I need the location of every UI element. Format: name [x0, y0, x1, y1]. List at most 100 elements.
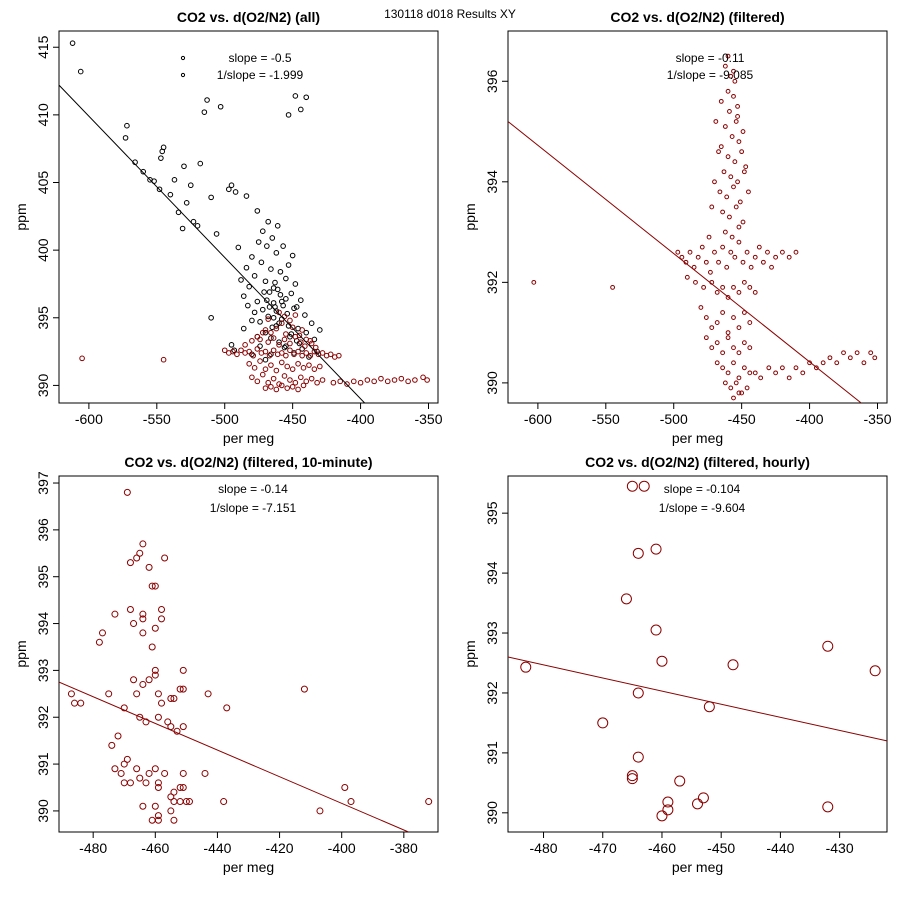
x-tick-label: -460 — [141, 840, 169, 856]
data-points — [69, 40, 430, 393]
data-point — [77, 68, 84, 75]
data-point — [597, 717, 609, 729]
data-point — [126, 606, 134, 613]
data-point — [151, 671, 159, 679]
data-point — [98, 629, 106, 637]
data-point — [283, 352, 289, 359]
data-point — [292, 312, 299, 318]
data-point — [706, 234, 712, 240]
data-point — [720, 209, 726, 215]
data-point — [259, 228, 266, 235]
data-point — [709, 345, 715, 351]
data-point — [728, 174, 734, 180]
data-point — [786, 375, 792, 381]
data-point — [308, 340, 315, 347]
y-tick-label: 395 — [484, 501, 500, 525]
data-point — [297, 297, 304, 303]
y-tick-label: 390 — [484, 371, 500, 395]
data-point — [420, 374, 426, 381]
data-point — [820, 360, 826, 366]
data-point — [736, 375, 742, 381]
data-point — [278, 359, 285, 366]
data-point — [262, 385, 269, 391]
data-point — [176, 798, 184, 806]
data-point — [405, 378, 411, 385]
data-point — [412, 377, 418, 383]
data-point — [341, 784, 349, 791]
data-point — [283, 296, 289, 302]
regression-line — [508, 121, 862, 403]
data-point — [154, 713, 162, 721]
data-point — [250, 352, 257, 359]
data-point — [741, 169, 747, 175]
data-point — [330, 379, 337, 386]
data-point — [245, 302, 251, 309]
data-point — [201, 769, 209, 777]
y-tick-label: 395 — [35, 565, 51, 589]
data-point — [145, 769, 153, 777]
data-point — [277, 268, 284, 275]
data-point — [171, 177, 178, 183]
data-point — [716, 149, 721, 155]
data-point — [632, 547, 644, 559]
data-point — [300, 382, 307, 389]
data-point — [699, 244, 705, 250]
data-point — [258, 259, 265, 266]
data-point — [226, 186, 232, 193]
data-point — [398, 375, 405, 382]
data-point — [344, 381, 350, 387]
data-point — [756, 244, 762, 250]
data-point — [160, 356, 167, 363]
data-point — [350, 378, 357, 385]
data-point — [703, 701, 715, 713]
data-point — [154, 779, 162, 787]
data-point — [729, 134, 735, 139]
data-point — [151, 624, 159, 632]
data-point — [179, 685, 187, 693]
data-point — [303, 94, 310, 101]
data-point — [273, 323, 280, 329]
data-point — [698, 305, 704, 310]
data-point — [684, 274, 690, 280]
data-point — [281, 344, 288, 351]
data-point — [303, 329, 310, 336]
data-point — [300, 365, 307, 371]
data-point — [262, 356, 269, 363]
data-point — [183, 199, 190, 206]
data-point — [735, 179, 740, 185]
x-axis-label: per meg — [223, 859, 274, 875]
data-point — [291, 305, 297, 312]
data-point — [727, 214, 732, 220]
data-point — [257, 319, 263, 325]
data-point — [120, 779, 128, 787]
data-point — [741, 310, 747, 315]
data-point — [262, 366, 269, 372]
x-tick-label: -480 — [79, 840, 107, 856]
data-point — [626, 770, 638, 782]
data-point — [273, 386, 280, 393]
plot-frame — [507, 30, 888, 404]
data-point — [156, 186, 163, 193]
data-point — [709, 204, 715, 210]
data-point — [740, 219, 746, 225]
data-point — [268, 383, 274, 390]
data-point — [266, 352, 273, 359]
data-point — [714, 290, 720, 295]
data-point — [731, 345, 736, 351]
data-point — [240, 325, 247, 332]
data-point — [126, 779, 134, 787]
data-point — [299, 352, 305, 359]
data-point — [176, 784, 184, 791]
data-point — [780, 365, 785, 371]
y-tick-label: 391 — [35, 752, 51, 776]
data-point — [336, 352, 342, 359]
chart-title: CO2 vs. d(O2/N2) (all) — [177, 9, 320, 25]
data-point — [123, 755, 131, 763]
data-point — [720, 310, 726, 315]
data-point — [531, 279, 537, 285]
data-point — [822, 801, 834, 813]
x-axis-label: per meg — [223, 430, 274, 446]
data-point — [257, 343, 263, 349]
panel-filtered-10-minute: CO2 vs. d(O2/N2) (filtered, 10-minute) -4… — [13, 454, 439, 875]
x-tick-label: -460 — [648, 840, 676, 856]
